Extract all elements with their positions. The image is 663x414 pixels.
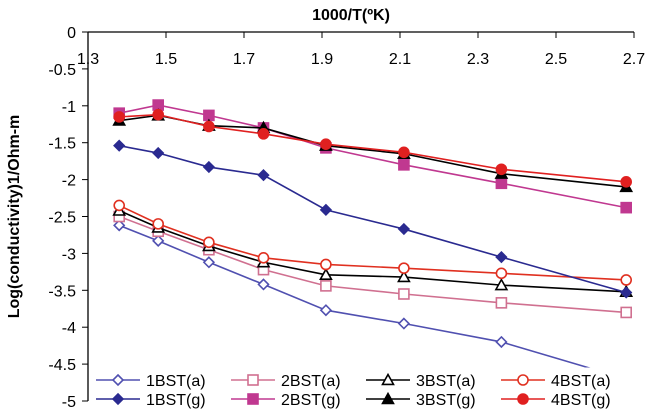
data-point-2bst-g	[495, 177, 508, 190]
data-point-4bst-a	[398, 262, 410, 274]
data-point-4bst-a	[203, 236, 215, 249]
y-tick-label: -2.5	[48, 210, 76, 227]
data-point-4bst-g	[320, 138, 332, 150]
data-point-4bst-a	[495, 267, 508, 280]
data-point-1bst-a	[319, 304, 333, 317]
y-tick-label: -1	[62, 99, 76, 116]
legend-box	[91, 367, 633, 409]
data-point-2bst-a	[620, 306, 633, 319]
series-line-1bst-g	[119, 144, 627, 294]
data-point-1bst-a	[397, 317, 411, 330]
legend-label-1bst-g: 1BST(g)	[146, 392, 206, 409]
data-point-1bst-a	[257, 278, 270, 291]
data-point-4bst-g	[495, 163, 508, 176]
data-point-4bst-g	[203, 120, 215, 133]
y-tick-label: 0	[67, 25, 76, 42]
y-tick-label: -3.5	[48, 283, 76, 300]
data-point-1bst-g	[202, 160, 216, 174]
data-point-1bst-g	[495, 250, 508, 264]
y-tick-label: -5	[62, 394, 76, 411]
y-tick-label: -4.5	[48, 357, 76, 374]
data-point-4bst-a	[152, 218, 164, 230]
data-point-4bst-g	[398, 146, 410, 159]
data-point-4bst-g	[620, 176, 633, 188]
y-tick-label: -3	[62, 246, 76, 263]
data-point-4bst-g	[257, 128, 270, 140]
data-point-1bst-a	[202, 256, 216, 269]
legend-marker-3bst-a	[381, 372, 395, 386]
x-tick-label: 2.1	[389, 51, 411, 68]
y-tick-label: -1.5	[48, 136, 76, 153]
data-point-4bst-a	[113, 199, 125, 212]
legend-marker-4bst-a	[517, 374, 529, 386]
data-point-1bst-g	[113, 139, 126, 152]
data-point-1bst-g	[620, 286, 633, 299]
x-axis-title: 1000/T(ºK)	[312, 7, 390, 24]
x-tick-label: 2.3	[467, 51, 489, 68]
data-point-2bst-g	[398, 159, 410, 171]
data-point-2bst-a	[320, 280, 332, 292]
data-point-1bst-a	[495, 335, 508, 349]
data-point-4bst-g	[152, 108, 164, 121]
series-line-2bst-a	[118, 215, 627, 314]
series-line-4bst-g	[119, 113, 627, 183]
legend-label-2bst-g: 2BST(g)	[281, 392, 341, 409]
data-point-2bst-a	[495, 297, 508, 309]
legend-label-3bst-g: 3BST(g)	[416, 392, 476, 409]
legend-label-2bst-a: 2BST(a)	[281, 373, 341, 390]
data-point-3bst-a	[319, 267, 333, 281]
series-line-1bst-a	[118, 224, 627, 380]
series-line-2bst-g	[119, 104, 627, 209]
legend-label-1bst-a: 1BST(a)	[146, 373, 206, 390]
legend-marker-4bst-g	[517, 393, 529, 405]
data-point-2bst-g	[620, 201, 633, 214]
data-point-3bst-a	[494, 277, 509, 291]
y-tick-label: -0.5	[48, 62, 76, 79]
series-line-4bst-a	[118, 204, 627, 281]
data-point-1bst-g	[397, 222, 411, 236]
x-tick-label: 1.5	[155, 51, 177, 68]
legend-label-4bst-g: 4BST(g)	[551, 392, 611, 409]
data-point-2bst-a	[398, 288, 410, 300]
data-point-1bst-a	[113, 219, 126, 232]
data-point-1bst-g	[257, 169, 270, 182]
legend-label-3bst-a: 3BST(a)	[416, 373, 476, 390]
data-point-4bst-g	[113, 111, 125, 123]
y-axis-title: Log(conductivity)1/Ohm-m	[6, 115, 23, 319]
data-point-4bst-a	[320, 258, 332, 271]
series-line-3bst-g	[119, 114, 627, 188]
legend-label-4bst-a: 4BST(a)	[551, 373, 611, 390]
legend-marker-1bst-a	[111, 373, 125, 387]
y-tick-label: -2	[62, 173, 76, 190]
x-tick-label: 1.3	[77, 51, 99, 68]
legend-marker-2bst-g	[247, 393, 259, 405]
x-tick-label: 1.9	[311, 51, 333, 68]
x-tick-label: 1.7	[233, 51, 255, 68]
legend-marker-3bst-g	[381, 391, 395, 405]
legend-marker-1bst-g	[111, 392, 125, 406]
data-point-1bst-g	[152, 146, 165, 160]
data-point-4bst-a	[257, 252, 270, 264]
legend-marker-2bst-a	[247, 374, 259, 386]
data-point-4bst-a	[620, 274, 633, 286]
data-point-1bst-g	[319, 203, 333, 216]
data-point-1bst-a	[152, 234, 165, 247]
x-tick-label: 2.7	[623, 51, 645, 68]
x-tick-label: 2.5	[545, 51, 567, 68]
data-point-3bst-a	[397, 269, 411, 283]
y-tick-label: -4	[62, 320, 76, 337]
series-line-3bst-a	[118, 209, 627, 293]
